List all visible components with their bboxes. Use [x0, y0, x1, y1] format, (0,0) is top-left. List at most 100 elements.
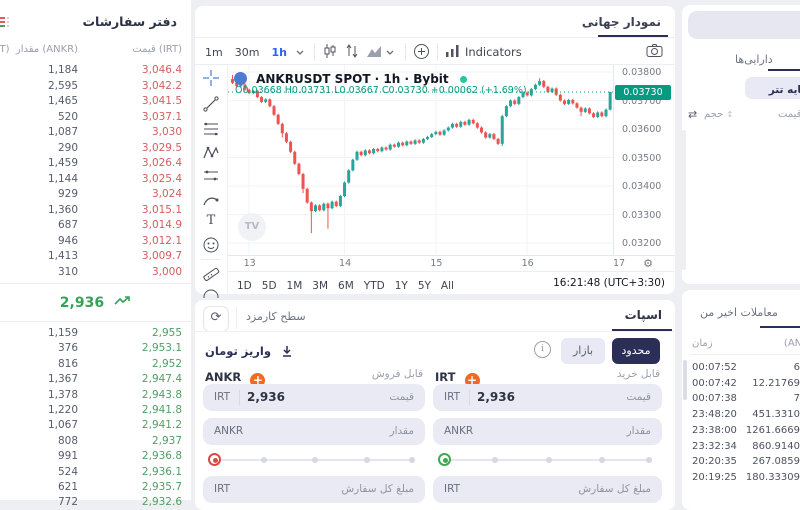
order-book-row[interactable]: 929 3,024	[0, 188, 191, 201]
chevron-down-icon[interactable]	[296, 41, 304, 60]
scale-arrows-icon[interactable]	[345, 41, 359, 60]
assets-search-input[interactable]	[688, 11, 800, 39]
order-book-row[interactable]: 1,413 3,009.7	[0, 250, 191, 263]
trade-row[interactable]: 00:07:42 12.21769	[682, 378, 800, 391]
indicators-label[interactable]: Indicators	[464, 45, 522, 59]
order-book-row[interactable]: 2,595 3,042.2	[0, 80, 191, 93]
order-book-row[interactable]: 376 2,953.1	[0, 342, 191, 355]
order-book-row[interactable]: 991 2,936.8	[0, 450, 191, 463]
order-book-row[interactable]: 310 3,000	[0, 266, 191, 279]
order-book-row[interactable]: 524 2,936.1	[0, 466, 191, 479]
trade-row[interactable]: 20:19:25 180.33309	[682, 472, 800, 485]
buy-price-input[interactable]: IRT 2,936 قیمت	[433, 384, 662, 411]
refresh-button[interactable]: ⟳	[203, 306, 229, 332]
pattern-xabcd-icon[interactable]	[202, 144, 220, 162]
range-button-all[interactable]: All	[440, 280, 454, 292]
assets-scrollbar[interactable]	[682, 130, 686, 270]
col-volume[interactable]: حجم ↕	[704, 109, 733, 120]
order-book-row[interactable]: 290 3,029.5	[0, 142, 191, 155]
order-book-view-icon[interactable]	[0, 16, 10, 30]
chart-clock[interactable]: 16:21:48 (UTC+3:30)	[553, 277, 665, 289]
sell-slider-handle[interactable]	[208, 453, 221, 466]
slider-dot[interactable]	[260, 457, 267, 463]
buy-amount-input[interactable]: ANKR مقدار	[433, 418, 662, 445]
range-button-3m[interactable]: 3M	[312, 280, 329, 292]
order-book-row[interactable]: 1,144 3,025.4	[0, 173, 191, 186]
compare-add-icon[interactable]	[413, 41, 430, 60]
slider-dot[interactable]	[646, 457, 652, 463]
swap-columns-icon[interactable]: ⇄	[688, 108, 698, 121]
tab-spot[interactable]: اسپات	[624, 308, 662, 322]
order-book-row[interactable]: 1,465 3,041.5	[0, 95, 191, 108]
indicators-icon[interactable]	[445, 41, 461, 60]
emoji-tool-icon[interactable]	[202, 236, 220, 254]
slider-dot[interactable]	[598, 457, 605, 463]
tradingview-watermark[interactable]: TV	[238, 213, 266, 241]
sell-amount-input[interactable]: ANKR مقدار	[203, 418, 425, 445]
timeframe-1h[interactable]: 1h	[271, 46, 287, 59]
order-book-row[interactable]: 1,220 2,941.8	[0, 404, 191, 417]
sell-price-input[interactable]: IRT 2,936 قیمت	[203, 384, 425, 411]
sell-total-input[interactable]: IRT مبلغ کل سفارش	[203, 476, 425, 503]
order-book-row[interactable]: 1,067 2,941.2	[0, 419, 191, 432]
range-button-5d[interactable]: 5D	[261, 280, 277, 292]
slider-dot[interactable]	[545, 457, 552, 463]
last-price[interactable]: 2,936	[0, 292, 191, 311]
trendline-icon[interactable]	[202, 95, 220, 113]
buy-total-input[interactable]: IRT مبلغ کل سفارش	[433, 476, 662, 503]
order-book-row[interactable]: 816 2,952	[0, 358, 191, 371]
position-tool-icon[interactable]	[202, 167, 220, 185]
order-book-row[interactable]: 520 3,037.1	[0, 111, 191, 124]
timeframe-1m[interactable]: 1m	[205, 46, 223, 59]
info-icon[interactable]: i	[534, 341, 551, 358]
camera-icon[interactable]	[646, 43, 663, 58]
timeframe-30m[interactable]: 30m	[234, 46, 260, 59]
limit-button[interactable]: محدود	[612, 338, 660, 364]
order-book-row[interactable]: 772 2,932.6	[0, 496, 191, 509]
slider-dot[interactable]	[363, 457, 370, 463]
tab-my-recent-trades[interactable]: معاملات اخیر من	[700, 306, 778, 319]
time-axis[interactable]: ⚙ 13 14 15 16 17	[228, 255, 675, 272]
crosshair-icon[interactable]	[202, 69, 220, 87]
buy-slider-handle[interactable]	[438, 453, 451, 466]
order-book-row[interactable]: 621 2,935.7	[0, 481, 191, 494]
trade-row[interactable]: 23:32:34 860.9140	[682, 441, 800, 454]
filter-pill-tether-base[interactable]: پایه تتر	[745, 77, 800, 99]
order-book-row[interactable]: 1,378 2,943.8	[0, 389, 191, 402]
tab-assets[interactable]: دارایی‌ها	[735, 53, 773, 66]
range-button-1d[interactable]: 1D	[237, 280, 252, 292]
deposit-toman-link[interactable]: واریز تومان	[205, 340, 293, 359]
order-book-row[interactable]: 1,459 3,026.4	[0, 157, 191, 170]
sell-percent-slider[interactable]	[208, 453, 415, 467]
price-axis[interactable]: 0.03800 0.03700 0.03600 0.03500 0.03400 0.033…	[613, 65, 676, 255]
col-price[interactable]: قیمت ↕	[778, 109, 800, 120]
trade-row[interactable]: 00:07:52 6	[682, 362, 800, 375]
magnet-icon[interactable]	[202, 288, 220, 306]
market-button[interactable]: بازار	[561, 338, 605, 364]
order-book-row[interactable]: 1,184 3,046.4	[0, 64, 191, 77]
order-book-row[interactable]: 1,360 3,015.1	[0, 204, 191, 217]
order-book-row[interactable]: 946 3,012.1	[0, 235, 191, 248]
slider-dot[interactable]	[492, 457, 499, 463]
fee-level-link[interactable]: سطح کارمزد	[246, 310, 306, 323]
range-button-ytd[interactable]: YTD	[363, 280, 385, 292]
range-button-6m[interactable]: 6M	[338, 280, 354, 292]
brush-icon[interactable]	[202, 191, 220, 209]
tab-global-chart[interactable]: نمودار جهانی	[581, 15, 661, 29]
order-book-row[interactable]: 687 3,014.9	[0, 219, 191, 232]
axis-settings-gear-icon[interactable]: ⚙	[643, 257, 653, 270]
slider-dot[interactable]	[312, 457, 318, 463]
col-time[interactable]: زمان	[692, 338, 713, 349]
trade-row[interactable]: 20:20:35 267.0859	[682, 456, 800, 469]
order-book-row[interactable]: 1,367 2,947.4	[0, 373, 191, 386]
trades-scrollbar[interactable]	[683, 360, 687, 400]
col-amount[interactable]: مقدار (ANKR)	[783, 338, 800, 349]
area-chart-icon[interactable]	[366, 41, 382, 60]
range-button-1m[interactable]: 1M	[286, 280, 303, 292]
chevron-down-icon[interactable]	[386, 41, 394, 60]
trade-row[interactable]: 23:38:00 1261.6669	[682, 425, 800, 438]
order-book-row[interactable]: 1,159 2,955	[0, 327, 191, 340]
ruler-icon[interactable]	[202, 265, 220, 283]
order-book-row[interactable]: 1,087 3,030	[0, 126, 191, 139]
range-button-5y[interactable]: 5Y	[417, 280, 431, 292]
